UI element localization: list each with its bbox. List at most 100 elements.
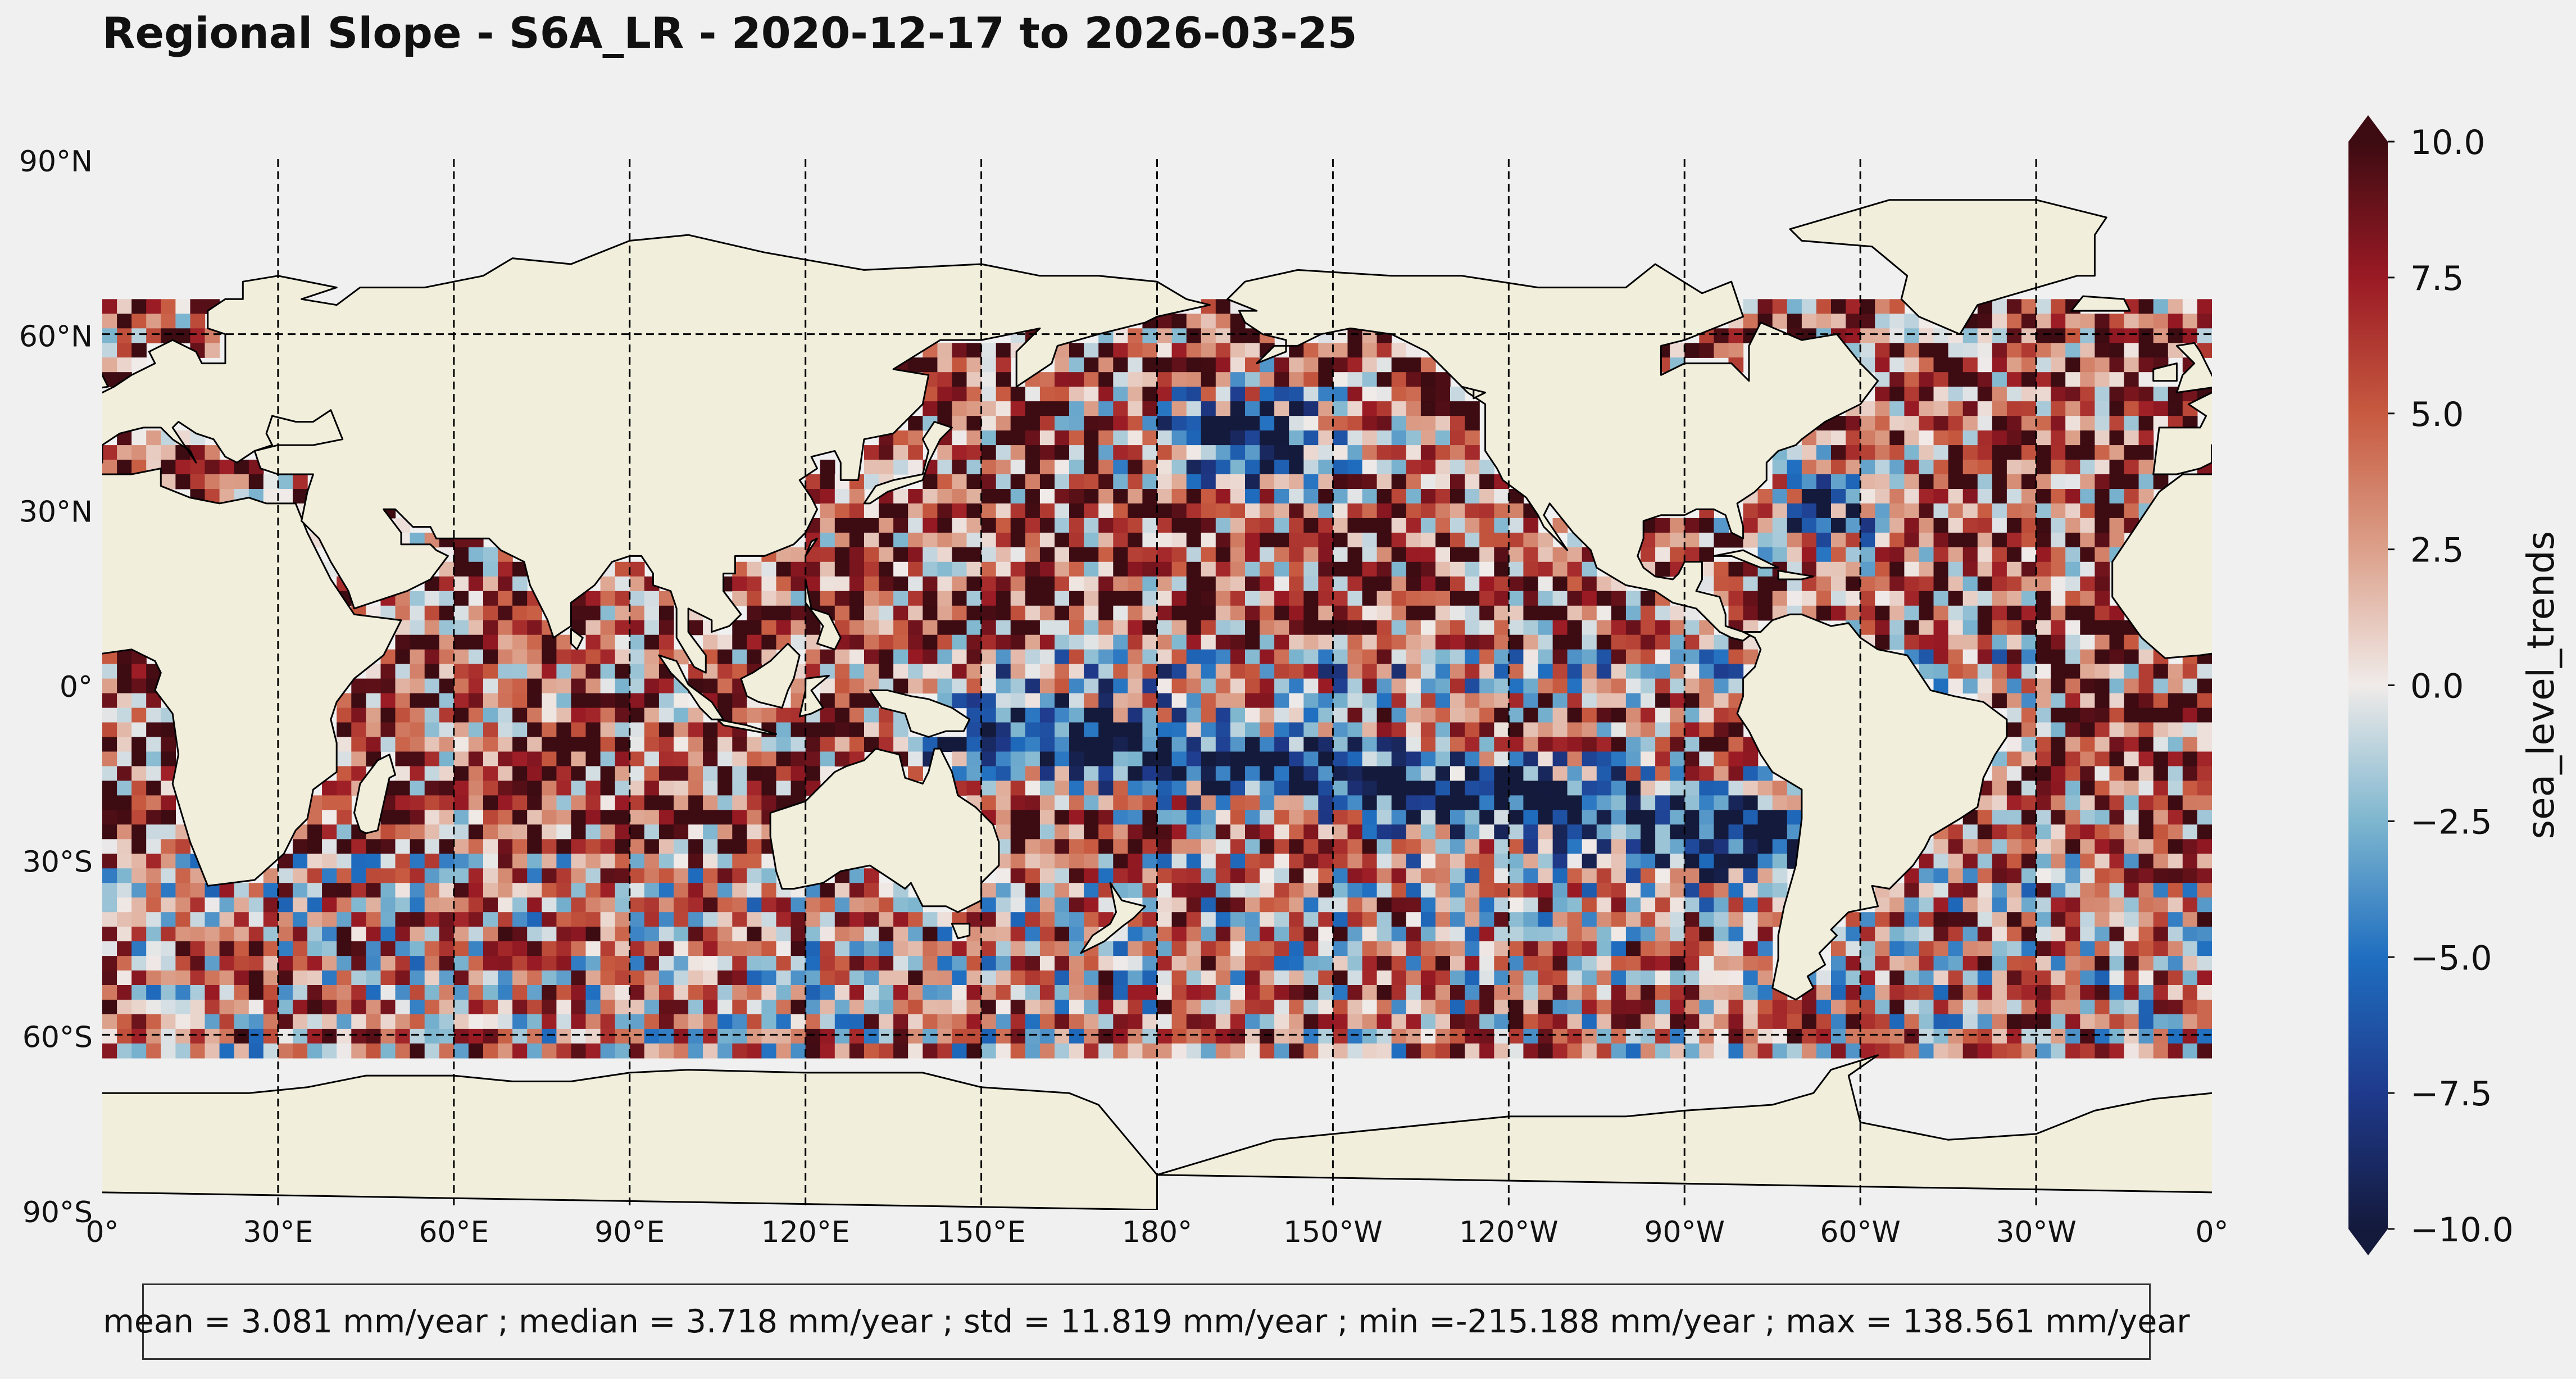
- trend-cell: [453, 941, 469, 956]
- trend-cell: [1142, 795, 1158, 810]
- trend-cell: [1948, 445, 1964, 460]
- trend-cell: [1948, 576, 1964, 592]
- trend-cell: [1538, 620, 1553, 636]
- trend-cell: [1098, 970, 1114, 986]
- trend-cell: [1406, 693, 1421, 709]
- trend-cell: [1098, 489, 1114, 504]
- trend-cell: [849, 897, 865, 913]
- trend-cell: [1509, 707, 1524, 723]
- trend-cell: [1655, 532, 1670, 548]
- trend-cell: [1406, 576, 1421, 592]
- trend-cell: [1860, 489, 1875, 504]
- trend-cell: [1420, 401, 1436, 416]
- trend-cell: [1933, 576, 1949, 592]
- trend-cell: [1171, 678, 1187, 694]
- trend-cell: [1596, 883, 1612, 898]
- trend-cell: [1904, 503, 1920, 519]
- trend-cell: [1831, 1000, 1846, 1015]
- trend-cell: [1919, 927, 1934, 942]
- trend-cell: [1186, 722, 1202, 738]
- trend-cell: [542, 678, 557, 694]
- trend-cell: [966, 430, 982, 446]
- trend-cell: [2006, 634, 2022, 650]
- trend-cell: [1977, 561, 1993, 577]
- trend-cell: [688, 883, 703, 898]
- trend-cell: [923, 518, 938, 533]
- trend-cell: [1757, 927, 1773, 942]
- trend-cell: [1171, 839, 1187, 854]
- trend-cell: [981, 605, 997, 621]
- trend-cell: [2051, 693, 2066, 709]
- trend-cell: [2168, 970, 2183, 986]
- trend-cell: [1406, 532, 1421, 548]
- trend-cell: [1274, 518, 1289, 533]
- trend-cell: [1128, 605, 1143, 621]
- trend-cell: [351, 707, 366, 723]
- trend-cell: [1596, 1000, 1612, 1015]
- trend-cell: [966, 634, 982, 650]
- trend-cell: [1128, 576, 1143, 592]
- trend-cell: [2080, 634, 2095, 650]
- trend-cell: [1757, 591, 1773, 606]
- trend-cell: [1904, 927, 1920, 942]
- trend-cell: [1523, 897, 1539, 913]
- trend-cell: [1010, 1000, 1026, 1015]
- trend-cell: [2006, 649, 2022, 665]
- trend-cell: [893, 722, 908, 738]
- trend-cell: [337, 781, 352, 796]
- trend-cell: [923, 620, 938, 636]
- trend-cell: [1039, 912, 1055, 927]
- trend-cell: [1303, 678, 1319, 694]
- trend-cell: [366, 941, 381, 956]
- trend-cell: [1098, 693, 1114, 709]
- trend-cell: [1992, 605, 2007, 621]
- trend-cell: [1962, 518, 1978, 533]
- trend-cell: [1875, 416, 1890, 431]
- trend-cell: [1494, 561, 1509, 577]
- trend-cell: [175, 985, 191, 1000]
- trend-cell: [1333, 343, 1348, 358]
- trend-cell: [117, 927, 132, 942]
- trend-cell: [1303, 620, 1319, 636]
- trend-cell: [1010, 460, 1026, 475]
- trend-cell: [1992, 474, 2007, 489]
- trend-cell: [1831, 591, 1846, 606]
- trend-cell: [293, 927, 308, 942]
- trend-cell: [1684, 868, 1700, 883]
- trend-cell: [1055, 854, 1070, 869]
- trend-cell: [1113, 401, 1128, 416]
- trend-cell: [1509, 591, 1524, 606]
- trend-cell: [923, 474, 938, 489]
- trend-cell: [1582, 576, 1597, 592]
- trend-cell: [1230, 897, 1246, 913]
- trend-cell: [615, 912, 630, 927]
- trend-cell: [1772, 532, 1788, 548]
- trend-cell: [1318, 401, 1333, 416]
- trend-cell: [2080, 722, 2095, 738]
- trend-cell: [1962, 605, 1978, 621]
- trend-cell: [688, 707, 703, 723]
- trend-cell: [2080, 868, 2095, 883]
- trend-cell: [1039, 722, 1055, 738]
- trend-cell: [2109, 970, 2125, 986]
- trend-cell: [1816, 445, 1832, 460]
- trend-cell: [1260, 591, 1275, 606]
- trend-cell: [1215, 722, 1231, 738]
- trend-cell: [2182, 868, 2198, 883]
- trend-cell: [2109, 664, 2125, 679]
- trend-cell: [600, 693, 616, 709]
- trend-cell: [483, 737, 498, 752]
- trend-cell: [703, 897, 718, 913]
- trend-cell: [1948, 839, 1964, 854]
- trend-cell: [1186, 883, 1202, 898]
- trend-cell: [1215, 328, 1231, 343]
- trend-cell: [1641, 970, 1656, 986]
- trend-cell: [1376, 605, 1392, 621]
- trend-cell: [1494, 854, 1509, 869]
- trend-cell: [161, 883, 176, 898]
- trend-cell: [468, 883, 484, 898]
- trend-cell: [1509, 1000, 1524, 1015]
- trend-cell: [2036, 401, 2051, 416]
- trend-cell: [732, 912, 747, 927]
- trend-cell: [1230, 839, 1246, 854]
